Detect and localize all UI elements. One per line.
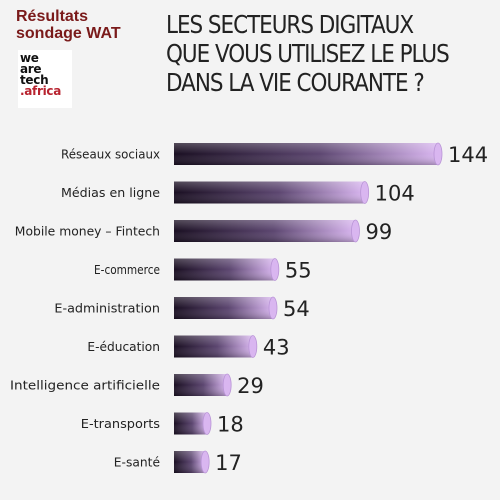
data-label: 29: [237, 374, 264, 398]
bar-shading: [174, 258, 275, 281]
bar-shading: [174, 181, 365, 204]
survey-label: Résultats sondage WAT: [16, 8, 121, 42]
logo-line-3: tech: [20, 73, 49, 87]
bar-shading: [174, 374, 228, 396]
category-label: E-éducation: [87, 339, 160, 354]
title-line-2: QUE VOUS UTILISEZ LE PLUS: [166, 39, 450, 68]
logo-line-2: are: [20, 62, 42, 76]
data-label: 104: [375, 182, 415, 206]
bar-shading: [174, 143, 438, 165]
survey-label-line2: sondage WAT: [16, 25, 121, 42]
bar-shading: [174, 220, 356, 242]
logo-line-1: we: [20, 51, 39, 65]
bar-end-cap: [268, 296, 278, 320]
data-label: 17: [215, 451, 242, 475]
wearetech-logo: we are tech .africa: [18, 50, 72, 108]
category-label: Intelligence artificielle: [10, 378, 160, 393]
chart-title: LES SECTEURS DIGITAUX QUE VOUS UTILISEZ …: [166, 10, 450, 97]
data-label: 54: [283, 297, 310, 321]
bar-shading: [174, 335, 253, 358]
bar-end-cap: [248, 335, 258, 358]
bar-shading: [174, 297, 273, 319]
title-line-1: LES SECTEURS DIGITAUX: [166, 10, 414, 39]
category-label: Médias en ligne: [61, 185, 160, 200]
data-label: 55: [285, 259, 312, 283]
bar-end-cap: [222, 373, 232, 397]
data-label: 144: [448, 143, 488, 167]
bar-shading: [174, 412, 207, 435]
category-label: Mobile money – Fintech: [15, 224, 160, 239]
category-label: E-commerce: [94, 262, 160, 277]
title-line-3: DANS LA VIE COURANTE ?: [166, 68, 425, 97]
data-label: 99: [366, 220, 393, 244]
bar-end-cap: [360, 181, 370, 204]
bar-end-cap: [351, 219, 360, 243]
bar-end-cap: [202, 412, 212, 435]
bar-shading: [174, 451, 206, 473]
bar-end-cap: [270, 258, 280, 281]
category-label: E-administration: [54, 301, 160, 316]
logo-line-4: .africa: [20, 84, 62, 98]
bar-end-cap: [433, 142, 443, 166]
bar-end-cap: [200, 450, 210, 474]
category-label: Réseaux sociaux: [61, 147, 160, 162]
data-label: 18: [217, 413, 244, 437]
survey-label-line1: Résultats: [16, 8, 89, 25]
category-label: E-transports: [81, 416, 160, 431]
category-label: E-santé: [114, 455, 160, 470]
data-label: 43: [263, 336, 290, 360]
